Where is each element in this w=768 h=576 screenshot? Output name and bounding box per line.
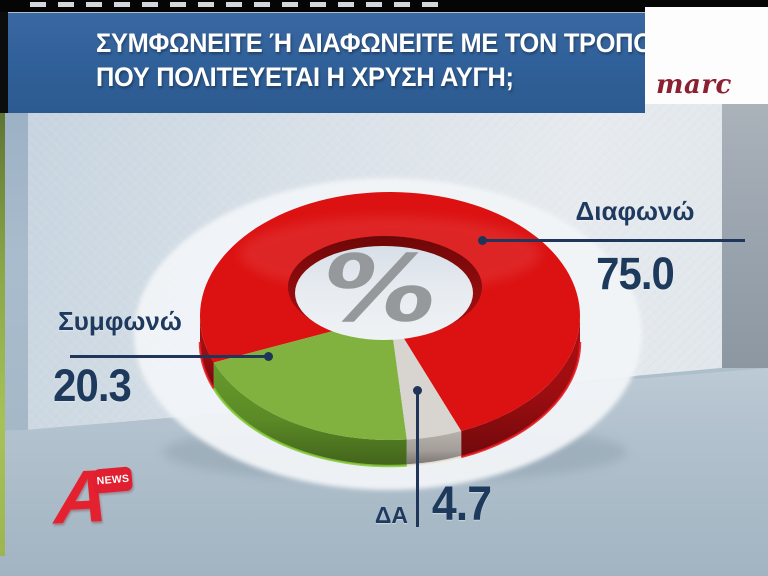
top-left-edge [0, 0, 8, 113]
slice-label-disagree: Διαφωνώ [575, 196, 695, 226]
channel-logo: A NEWS [53, 453, 155, 546]
pie-wall-rim-0-1 [198, 341, 215, 390]
pie-wall-rim-0-0 [460, 341, 582, 459]
slice-value-disagree: 75.0 [596, 248, 675, 299]
pollster-box: marc [645, 7, 768, 104]
pie-wall-0-1 [200, 316, 214, 389]
news-badge: NEWS [93, 466, 133, 494]
question-text: ΣΥΜΦΩΝΕΙΤΕ Ή ΔΙΑΦΩΝΕΙΤΕ ΜΕ ΤΟΝ ΤΡΟΠΟ ΠΟΥ… [96, 26, 653, 94]
leader-dot-disagree [478, 236, 487, 245]
slice-value-dk: 4.7 [431, 478, 492, 531]
pie-wall-rim-2-0 [406, 455, 462, 467]
pie-slice-1 [213, 316, 407, 440]
ticker-dashes [30, 2, 445, 7]
pollster-logo: marc [656, 70, 732, 100]
pie-center-symbol-group: % [313, 235, 447, 342]
leader-dot-dk [413, 386, 422, 395]
pie-wall-2-0 [406, 430, 462, 466]
left-bluegray-strip [5, 113, 28, 430]
left-green-strip [0, 113, 5, 556]
question-line2: ΠΟΥ ΠΟΛΙΤΕΥΕΤΑΙ Η ΧΡΥΣΗ ΑΥΓΗ; [96, 62, 514, 92]
leader-line-disagree [482, 239, 745, 242]
leader-line-agree [70, 355, 268, 358]
leader-dot-agree [264, 352, 273, 361]
pie-slice-2 [390, 316, 462, 440]
pie-wall-0-0 [461, 316, 580, 457]
pie-center-percent-symbol: % [313, 235, 447, 342]
slice-label-agree: Συμφωνώ [58, 306, 182, 336]
slice-label-dk: ΔΑ [374, 502, 408, 528]
question-line1: ΣΥΜΦΩΝΕΙΤΕ Ή ΔΙΑΦΩΝΕΙΤΕ ΜΕ ΤΟΝ ΤΡΟΠΟ [96, 28, 653, 58]
right-shade-column [722, 104, 768, 368]
leader-line-dk [416, 390, 419, 527]
question-header-box: ΣΥΜΦΩΝΕΙΤΕ Ή ΔΙΑΦΩΝΕΙΤΕ ΜΕ ΤΟΝ ΤΡΟΠΟ ΠΟΥ… [8, 13, 653, 113]
top-ticker-bar [0, 0, 768, 12]
pie-wall-rim-1-0 [212, 387, 407, 468]
pie-hole-floor [295, 246, 473, 340]
pie-wall-1-0 [213, 362, 407, 466]
slice-value-agree: 20.3 [53, 360, 132, 411]
